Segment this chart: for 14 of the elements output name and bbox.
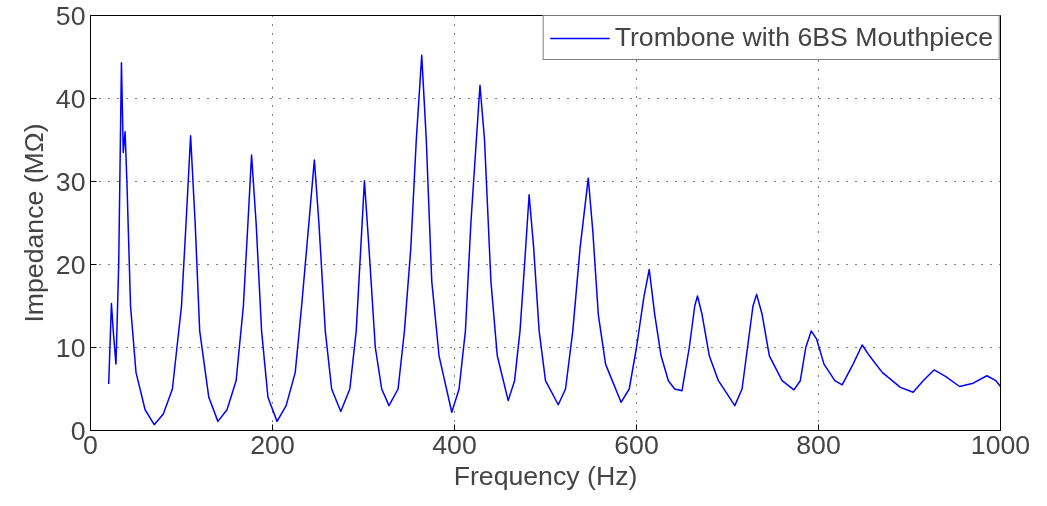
x-tick-label: 1000 (970, 429, 1031, 460)
y-tick-label: 30 (55, 166, 86, 197)
y-tick-label: 20 (55, 249, 86, 280)
x-tick-label: 800 (796, 429, 841, 460)
y-tick-label: 40 (55, 83, 86, 114)
y-tick-label: 50 (55, 0, 86, 31)
legend-label: Trombone with 6BS Mouthpiece (614, 22, 993, 53)
x-axis-title: Frequency (Hz) (453, 460, 638, 491)
x-tick-label: 600 (614, 429, 659, 460)
line-series (107, 54, 1001, 426)
x-tick-label: 200 (250, 429, 295, 460)
y-axis-title: Impedance (MΩ) (18, 123, 49, 323)
x-tick-label: 400 (432, 429, 477, 460)
y-tick-label: 10 (55, 332, 86, 363)
